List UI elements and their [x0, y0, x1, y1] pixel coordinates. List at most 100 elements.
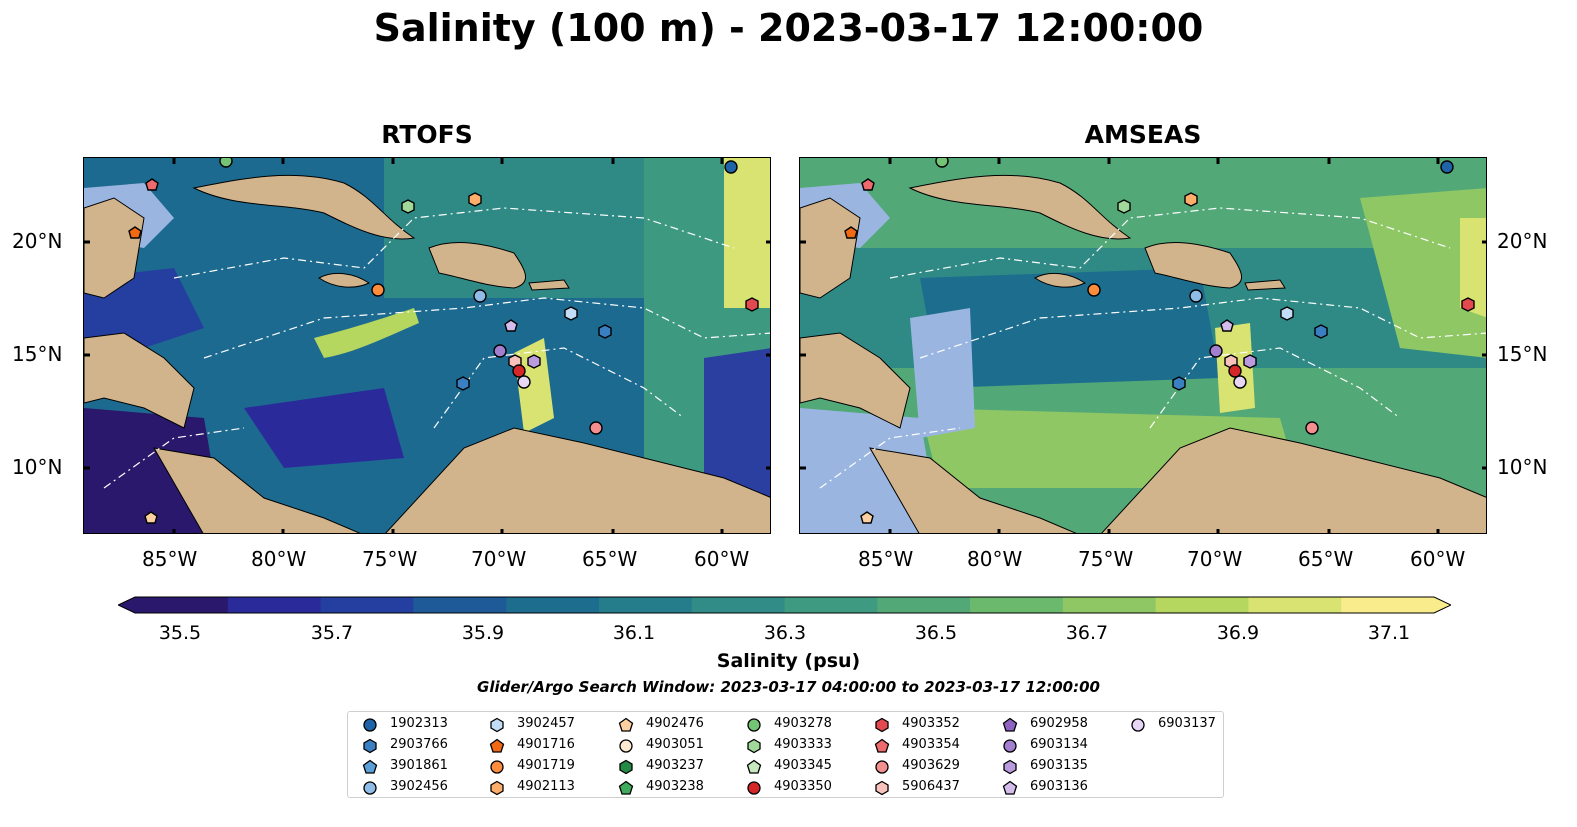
colorbar-tick-36-3: 36.3 [763, 622, 807, 644]
colorbar-segment [691, 597, 785, 613]
legend-item-label: 6903136 [1030, 779, 1088, 794]
colorbar-tick-35-9: 35.9 [461, 622, 505, 644]
legend-item-label: 4902476 [646, 716, 704, 731]
float-6903136-marker[interactable] [1220, 319, 1234, 332]
colorbar-tick-36-9: 36.9 [1216, 622, 1260, 644]
float-6903135-marker[interactable] [527, 354, 541, 369]
map-panel-rtofs [83, 157, 771, 534]
float-3902457-marker[interactable] [564, 306, 578, 321]
float-4903350-marker[interactable] [1228, 364, 1242, 378]
float-6903135-marker[interactable] [1243, 354, 1257, 369]
float-1902313-marker[interactable] [1440, 160, 1454, 174]
lat-label-right-20n: 20°N [1497, 229, 1548, 253]
float-4903350-marker[interactable] [512, 364, 526, 378]
colorbar-segment [598, 597, 693, 613]
float-6903137-marker[interactable] [1233, 375, 1247, 389]
hexagon-marker-icon [1003, 759, 1017, 775]
legend-item-label: 4903354 [902, 737, 960, 752]
colorbar-tick-37-1: 37.1 [1367, 622, 1411, 644]
float-4903352-marker[interactable] [1461, 297, 1475, 312]
float-4903354-marker[interactable] [861, 178, 875, 191]
pentagon-marker-icon [489, 738, 505, 753]
legend-item-label: 6903134 [1030, 737, 1088, 752]
float-4903629-marker[interactable] [1305, 421, 1319, 435]
panel-title-rtofs: RTOFS [381, 120, 473, 149]
float-4903278-marker[interactable] [219, 158, 233, 168]
colorbar-segment [135, 597, 229, 613]
float-4901716-marker[interactable] [128, 226, 142, 239]
float-4903352-marker[interactable] [745, 297, 759, 312]
pentagon-marker-icon [746, 759, 762, 774]
lon-label-p2-75w: 75°W [1078, 547, 1134, 571]
search-window-note: Glider/Argo Search Window: 2023-03-17 04… [477, 678, 1100, 696]
float-4902476-marker[interactable] [860, 511, 874, 524]
circle-marker-icon [619, 739, 633, 753]
float-4903278-marker[interactable] [935, 158, 949, 168]
legend-item-label: 5906437 [902, 779, 960, 794]
hexagon-marker-icon [747, 738, 761, 754]
colorbar-tick-36-7: 36.7 [1065, 622, 1109, 644]
legend-item-label: 4903352 [902, 716, 960, 731]
colorbar-tick-36-5: 36.5 [914, 622, 958, 644]
float-4902113-marker[interactable] [468, 192, 482, 207]
float-3902456-marker[interactable] [1189, 289, 1203, 303]
legend-item-label: 6902958 [1030, 716, 1088, 731]
pentagon-marker-icon [1002, 717, 1018, 732]
float-4903629-marker[interactable] [589, 421, 603, 435]
pentagon-marker-icon [362, 759, 378, 774]
float-6903137-marker[interactable] [517, 375, 531, 389]
lon-label-p1-75w: 75°W [362, 547, 418, 571]
hexagon-marker-icon [619, 759, 633, 775]
legend-item-label: 4901719 [517, 758, 575, 773]
colorbar-tick-35-5: 35.5 [158, 622, 202, 644]
lon-label-p1-80w: 80°W [251, 547, 307, 571]
legend-item-label: 3902456 [390, 779, 448, 794]
legend-item-label: 4903238 [646, 779, 704, 794]
colorbar-segment [413, 597, 507, 613]
circle-marker-icon [363, 718, 377, 732]
float-4903333-marker[interactable] [1117, 199, 1131, 214]
hexagon-marker-icon [490, 717, 504, 733]
lat-label-left-15n: 15°N [12, 342, 63, 366]
float-4901716-marker[interactable] [844, 226, 858, 239]
colorbar-segment [1062, 597, 1157, 613]
pentagon-marker-icon [874, 738, 890, 753]
float-3902457-marker[interactable] [1280, 306, 1294, 321]
hexagon-marker-icon [875, 780, 889, 796]
colorbar-tick-36-1: 36.1 [612, 622, 656, 644]
colorbar-segment [1341, 597, 1435, 613]
pentagon-marker-icon [618, 780, 634, 795]
colorbar-extend-high [1434, 597, 1451, 613]
lat-label-right-10n: 10°N [1497, 455, 1548, 479]
float-6903134-marker[interactable] [1209, 344, 1223, 358]
legend-item-label: 4903278 [774, 716, 832, 731]
float-6903134-marker[interactable] [493, 344, 507, 358]
float-1902313-marker[interactable] [724, 160, 738, 174]
float-4903333-marker[interactable] [401, 199, 415, 214]
circle-marker-icon [490, 760, 504, 774]
legend-item-label: 4903629 [902, 758, 960, 773]
float-4902476-marker[interactable] [144, 511, 158, 524]
legend-item-label: 4903345 [774, 758, 832, 773]
float-3902456-marker[interactable] [473, 289, 487, 303]
legend-item-label: 4901716 [517, 737, 575, 752]
colorbar-extend-low [118, 597, 135, 613]
float-4902113-marker[interactable] [1184, 192, 1198, 207]
float-4901719-marker[interactable] [1087, 283, 1101, 297]
float-2903766-marker[interactable] [1314, 324, 1328, 339]
circle-marker-icon [363, 781, 377, 795]
circle-marker-icon [747, 781, 761, 795]
pentagon-marker-icon [1002, 780, 1018, 795]
colorbar-tick-35-7: 35.7 [310, 622, 354, 644]
float-4903354-marker[interactable] [145, 178, 159, 191]
colorbar-label: Salinity (psu) [716, 650, 861, 672]
colorbar-segment [877, 597, 971, 613]
float-2903766-marker[interactable] [598, 324, 612, 339]
float-6903136-marker[interactable] [504, 319, 518, 332]
hexagon-marker-icon [363, 738, 377, 754]
legend-item-label: 3901861 [390, 758, 448, 773]
float-4901719-marker[interactable] [371, 283, 385, 297]
float-2903766b-marker[interactable] [1172, 376, 1186, 391]
float-2903766b-marker[interactable] [456, 376, 470, 391]
legend-item-label: 4903051 [646, 737, 704, 752]
